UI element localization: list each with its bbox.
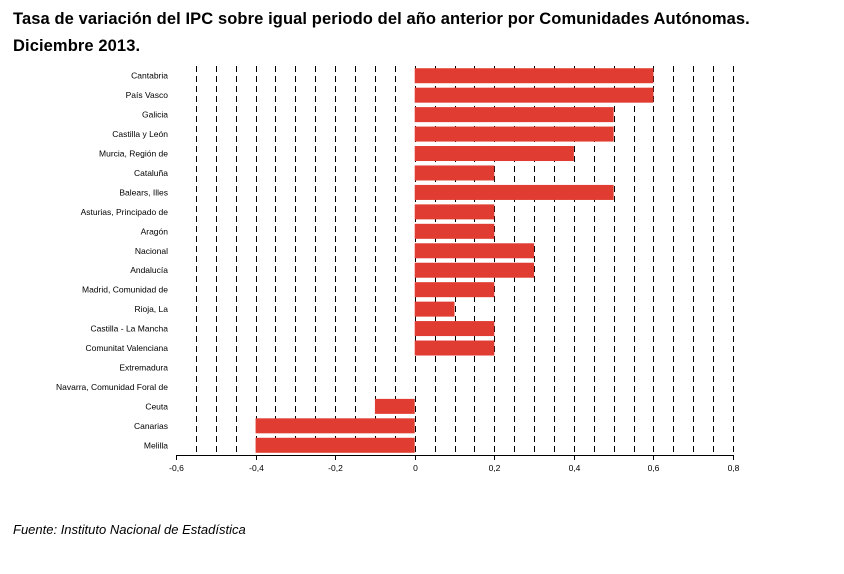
x-tick-label: -0,4 — [249, 463, 264, 473]
bar — [255, 437, 415, 453]
category-label: Aragón — [141, 226, 169, 236]
category-label: Ceuta — [145, 401, 168, 411]
bar — [414, 321, 495, 337]
x-tick-label: 0,4 — [569, 463, 581, 473]
bar — [414, 340, 495, 356]
x-tick-label: 0,2 — [489, 463, 501, 473]
category-label: Rioja, La — [134, 304, 168, 314]
bar — [414, 68, 654, 84]
x-tick-label: 0,8 — [728, 463, 740, 473]
x-tick-label: 0 — [413, 463, 418, 473]
category-label: Murcia, Región de — [99, 149, 168, 159]
category-label: Cataluña — [134, 168, 168, 178]
x-tick-label: -0,6 — [169, 463, 184, 473]
category-label: Andalucía — [130, 265, 168, 275]
source-note: Fuente: Instituto Nacional de Estadístic… — [13, 522, 246, 537]
bar — [414, 301, 455, 317]
bar — [414, 282, 495, 298]
x-tick-label: -0,2 — [328, 463, 343, 473]
bar — [414, 87, 654, 103]
category-labels: Cantabria País Vasco Galicia Castilla y Leó… — [56, 71, 168, 451]
category-label: País Vasco — [126, 90, 169, 100]
category-label: Balears, Illes — [119, 187, 168, 197]
category-label: Melilla — [144, 440, 168, 450]
bar — [414, 223, 495, 239]
x-axis: -0,6 -0,4 -0,2 0 0,2 0,4 0,6 0,8 — [169, 455, 740, 473]
category-label: Nacional — [135, 246, 168, 256]
chart-title: Tasa de variación del IPC sobre igual pe… — [13, 10, 750, 55]
bar — [414, 126, 614, 142]
category-label: Canarias — [134, 421, 168, 431]
bar — [414, 262, 535, 278]
category-label: Comunitat Valenciana — [85, 343, 168, 353]
category-label: Madrid, Comunidad de — [82, 285, 168, 295]
x-tick-label: 0,6 — [648, 463, 660, 473]
bar — [414, 184, 614, 200]
bar — [414, 204, 495, 220]
grid-lines — [196, 66, 734, 455]
bar — [414, 165, 495, 181]
category-label: Galicia — [142, 110, 168, 120]
category-label: Navarra, Comunidad Foral de — [56, 382, 168, 392]
category-label: Extremadura — [119, 362, 168, 372]
category-label: Castilla y León — [112, 129, 168, 139]
category-label: Cantabria — [131, 71, 168, 81]
bars — [255, 68, 654, 453]
bar — [414, 107, 614, 123]
category-label: Asturias, Principado de — [81, 207, 169, 217]
bar — [255, 418, 415, 434]
bar — [414, 146, 574, 162]
bar — [414, 243, 535, 259]
bar — [374, 398, 415, 414]
category-label: Castilla - La Mancha — [91, 324, 169, 334]
